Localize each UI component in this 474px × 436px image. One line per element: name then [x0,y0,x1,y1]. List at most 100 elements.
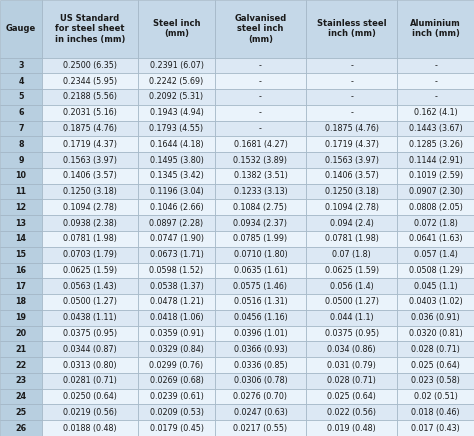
Text: 0.094 (2.4): 0.094 (2.4) [330,218,374,228]
Text: Stainless steel
inch (mm): Stainless steel inch (mm) [317,19,387,38]
Text: 0.1144 (2.91): 0.1144 (2.91) [409,156,463,164]
Text: 0.0478 (1.21): 0.0478 (1.21) [150,297,203,307]
Bar [398,357,474,373]
Text: 0.057 (1.4): 0.057 (1.4) [414,250,458,259]
Text: -: - [434,92,437,102]
Bar [215,105,306,121]
Text: 0.1233 (3.13): 0.1233 (3.13) [234,187,287,196]
Text: 10: 10 [16,171,27,181]
Text: 0.034 (0.86): 0.034 (0.86) [328,345,376,354]
Text: 15: 15 [16,250,27,259]
Bar [398,231,474,247]
Bar [42,121,138,136]
Bar [306,326,398,341]
Bar [42,405,138,420]
Text: 0.056 (1.4): 0.056 (1.4) [330,282,374,291]
Text: 24: 24 [16,392,27,401]
Bar [0,0,42,58]
Bar [138,326,215,341]
Bar [42,420,138,436]
Bar [0,200,42,215]
Bar [215,136,306,152]
Text: 0.0299 (0.76): 0.0299 (0.76) [149,361,203,370]
Bar [42,231,138,247]
Bar [306,231,398,247]
Bar [398,262,474,278]
Bar [215,420,306,436]
Text: 0.1196 (3.04): 0.1196 (3.04) [150,187,203,196]
Bar [42,341,138,357]
Bar [306,294,398,310]
Text: 11: 11 [16,187,27,196]
Bar [215,0,306,58]
Text: 0.0359 (0.91): 0.0359 (0.91) [149,329,203,338]
Text: 0.1793 (4.55): 0.1793 (4.55) [149,124,203,133]
Text: 0.07 (1.8): 0.07 (1.8) [332,250,371,259]
Bar [306,420,398,436]
Bar [398,105,474,121]
Text: 0.0320 (0.81): 0.0320 (0.81) [409,329,463,338]
Bar [42,373,138,389]
Bar [138,420,215,436]
Bar [138,389,215,405]
Bar [306,121,398,136]
Text: 25: 25 [16,408,27,417]
Text: Aluminium
inch (mm): Aluminium inch (mm) [410,19,461,38]
Text: 0.0281 (0.71): 0.0281 (0.71) [63,376,117,385]
Text: 0.044 (1.1): 0.044 (1.1) [330,313,374,322]
Bar [138,89,215,105]
Text: 0.022 (0.56): 0.022 (0.56) [327,408,376,417]
Text: 0.1019 (2.59): 0.1019 (2.59) [409,171,463,181]
Bar [138,136,215,152]
Bar [138,310,215,326]
Bar [215,278,306,294]
Bar [215,152,306,168]
Bar [42,278,138,294]
Text: 0.0418 (1.06): 0.0418 (1.06) [150,313,203,322]
Bar [42,0,138,58]
Bar [138,405,215,420]
Text: 0.1094 (2.78): 0.1094 (2.78) [63,203,117,212]
Bar [215,389,306,405]
Bar [398,278,474,294]
Bar [398,389,474,405]
Bar [215,73,306,89]
Text: 0.0456 (1.16): 0.0456 (1.16) [234,313,287,322]
Bar [215,247,306,262]
Bar [306,73,398,89]
Text: 0.1084 (2.75): 0.1084 (2.75) [234,203,287,212]
Bar [306,0,398,58]
Text: 0.2031 (5.16): 0.2031 (5.16) [63,108,117,117]
Text: 0.1345 (3.42): 0.1345 (3.42) [150,171,203,181]
Bar [0,373,42,389]
Bar [138,215,215,231]
Bar [0,215,42,231]
Text: 0.028 (0.71): 0.028 (0.71) [328,376,376,385]
Bar [0,105,42,121]
Bar [398,294,474,310]
Text: 26: 26 [16,424,27,433]
Bar [306,168,398,184]
Bar [42,168,138,184]
Bar [306,152,398,168]
Text: 0.0276 (0.70): 0.0276 (0.70) [234,392,287,401]
Bar [0,357,42,373]
Bar [0,184,42,200]
Bar [215,310,306,326]
Text: 22: 22 [15,361,27,370]
Text: 0.0500 (1.27): 0.0500 (1.27) [63,297,117,307]
Bar [398,326,474,341]
Bar [306,184,398,200]
Bar [138,357,215,373]
Bar [42,184,138,200]
Text: 0.1094 (2.78): 0.1094 (2.78) [325,203,379,212]
Text: 0.0516 (1.31): 0.0516 (1.31) [234,297,287,307]
Text: 9: 9 [18,156,24,164]
Text: 0.0781 (1.98): 0.0781 (1.98) [325,235,379,243]
Text: 0.1644 (4.18): 0.1644 (4.18) [150,140,203,149]
Bar [306,310,398,326]
Text: 0.017 (0.43): 0.017 (0.43) [411,424,460,433]
Text: 0.0781 (1.98): 0.0781 (1.98) [63,235,117,243]
Text: 0.0538 (1.37): 0.0538 (1.37) [150,282,203,291]
Text: 0.0219 (0.56): 0.0219 (0.56) [63,408,117,417]
